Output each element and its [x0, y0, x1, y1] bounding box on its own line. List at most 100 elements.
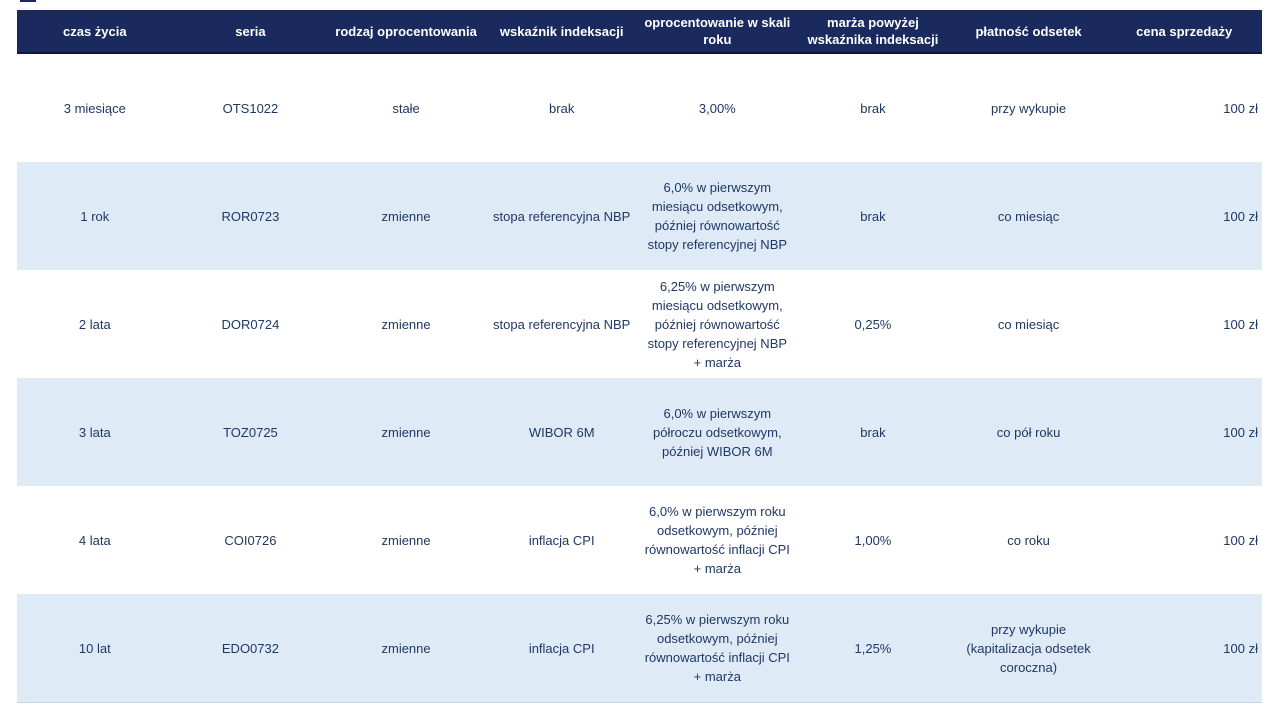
- cell-text: 3 lata: [78, 424, 111, 440]
- column-header-cena-sprzedazy: cena sprzedaży: [1106, 10, 1262, 54]
- table-row: 3 lata TOZ0725 zmienne WIBOR 6M 6,0% w pierw…: [17, 378, 1262, 486]
- cell-text: brak: [860, 208, 886, 224]
- cell-platnosc-odsetek: co miesiąc: [951, 270, 1107, 378]
- cell-seria: ROR0723: [173, 162, 329, 270]
- cell-oprocentowanie-w-skali-roku: 6,25% w pierwszym roku odsetkowym, późni…: [640, 594, 796, 703]
- cell-text: 4 lata: [78, 532, 111, 548]
- column-header-czas-zycia: czas życia: [17, 10, 173, 54]
- cell-text: COI0726: [224, 532, 277, 548]
- cell-text: OTS1022: [222, 100, 279, 116]
- cell-wskaznik-indeksacji: WIBOR 6M: [484, 378, 640, 486]
- cell-text: brak: [860, 100, 886, 116]
- cell-cena-sprzedazy: 100 zł: [1106, 270, 1262, 378]
- cell-cena-sprzedazy: 100 zł: [1106, 53, 1262, 162]
- cell-text: stopa referencyjna NBP: [493, 316, 631, 332]
- cell-oprocentowanie-w-skali-roku: 6,0% w pierwszym roku odsetkowym, późnie…: [640, 486, 796, 594]
- cell-marza-powyzej-wskaznika: brak: [795, 53, 951, 162]
- cell-text: stopa referencyjna NBP: [493, 208, 631, 224]
- cell-oprocentowanie-w-skali-roku: 3,00%: [640, 53, 796, 162]
- column-header-rodzaj-oprocentowania: rodzaj oprocentowania: [328, 10, 484, 54]
- cell-platnosc-odsetek: przy wykupie (kapitalizacja odsetek coro…: [951, 594, 1107, 703]
- table-row: 10 lat EDO0732 zmienne inflacja CPI 6,25% w …: [17, 594, 1262, 703]
- column-header-wskaznik-indeksacji: wskaźnik indeksacji: [483, 10, 640, 54]
- cell-text: EDO0732: [221, 640, 279, 656]
- cell-text: 100 zł: [1223, 640, 1258, 656]
- cell-cena-sprzedazy: 100 zł: [1106, 378, 1262, 486]
- cell-platnosc-odsetek: co pół roku: [951, 378, 1107, 486]
- cell-text: zmienne: [381, 316, 431, 332]
- cell-text: 6,0% w pierwszym miesiącu odsetkowym, pó…: [647, 180, 788, 252]
- cell-marza-powyzej-wskaznika: brak: [795, 378, 951, 486]
- cell-text: 100 zł: [1223, 532, 1258, 548]
- cropped-edge-artifact: [20, 0, 36, 2]
- cell-czas-zycia: 3 miesiące: [17, 53, 173, 162]
- cell-text: 100 zł: [1223, 100, 1258, 116]
- table-row: 3 miesiące OTS1022 stałe brak 3,00% brak przy …: [17, 53, 1262, 162]
- cell-rodzaj-oprocentowania: zmienne: [328, 594, 484, 703]
- cell-czas-zycia: 4 lata: [17, 486, 173, 594]
- cell-platnosc-odsetek: co roku: [951, 486, 1107, 594]
- cell-czas-zycia: 10 lat: [17, 594, 173, 703]
- cell-wskaznik-indeksacji: stopa referencyjna NBP: [484, 162, 640, 270]
- cell-platnosc-odsetek: co miesiąc: [951, 162, 1107, 270]
- cell-czas-zycia: 1 rok: [17, 162, 173, 270]
- cell-text: 3 miesiące: [63, 100, 126, 116]
- cell-text: 2 lata: [78, 316, 111, 332]
- bonds-table: czas życia seria rodzaj oprocentowania w…: [17, 10, 1262, 703]
- cell-text: zmienne: [381, 640, 431, 656]
- column-header-platnosc-odsetek: płatność odsetek: [950, 10, 1107, 54]
- cell-seria: COI0726: [173, 486, 329, 594]
- cell-text: brak: [860, 424, 886, 440]
- cell-rodzaj-oprocentowania: zmienne: [328, 378, 484, 486]
- cell-seria: TOZ0725: [173, 378, 329, 486]
- cell-czas-zycia: 3 lata: [17, 378, 173, 486]
- cell-text: 6,0% w pierwszym roku odsetkowym, późnie…: [644, 504, 790, 576]
- cell-cena-sprzedazy: 100 zł: [1106, 162, 1262, 270]
- cell-text: co miesiąc: [997, 316, 1060, 332]
- bonds-table-container: czas życia seria rodzaj oprocentowania w…: [17, 10, 1262, 703]
- cell-marza-powyzej-wskaznika: 1,25%: [795, 594, 951, 703]
- cell-marza-powyzej-wskaznika: brak: [795, 162, 951, 270]
- table-row: 4 lata COI0726 zmienne inflacja CPI 6,0% w p…: [17, 486, 1262, 594]
- table-row: 1 rok ROR0723 zmienne stopa referencyjna NB…: [17, 162, 1262, 270]
- cell-text: ROR0723: [221, 208, 280, 224]
- cell-text: 100 zł: [1223, 424, 1258, 440]
- cell-rodzaj-oprocentowania: stałe: [328, 53, 484, 162]
- cell-rodzaj-oprocentowania: zmienne: [328, 162, 484, 270]
- cell-text: 6,25% w pierwszym miesiącu odsetkowym, p…: [647, 278, 788, 370]
- cell-czas-zycia: 2 lata: [17, 270, 173, 378]
- cell-text: 1,00%: [854, 532, 892, 548]
- header-row: czas życia seria rodzaj oprocentowania w…: [17, 10, 1262, 54]
- cell-wskaznik-indeksacji: inflacja CPI: [484, 486, 640, 594]
- cell-text: zmienne: [381, 532, 431, 548]
- cell-text: 1,25%: [854, 640, 892, 656]
- cell-text: TOZ0725: [223, 424, 278, 440]
- cell-text: brak: [549, 100, 575, 116]
- cell-text: WIBOR 6M: [528, 424, 595, 440]
- cell-rodzaj-oprocentowania: zmienne: [328, 270, 484, 378]
- cell-oprocentowanie-w-skali-roku: 6,0% w pierwszym półroczu odsetkowym, pó…: [640, 378, 796, 486]
- cell-text: co pół roku: [996, 424, 1061, 440]
- cell-marza-powyzej-wskaznika: 1,00%: [795, 486, 951, 594]
- cell-text: przy wykupie (kapitalizacja odsetek coro…: [966, 621, 1091, 675]
- cell-oprocentowanie-w-skali-roku: 6,25% w pierwszym miesiącu odsetkowym, p…: [640, 270, 796, 378]
- cell-text: 100 zł: [1223, 316, 1258, 332]
- cell-wskaznik-indeksacji: brak: [484, 53, 640, 162]
- cell-rodzaj-oprocentowania: zmienne: [328, 486, 484, 594]
- cell-seria: OTS1022: [173, 53, 329, 162]
- cell-cena-sprzedazy: 100 zł: [1106, 486, 1262, 594]
- cell-platnosc-odsetek: przy wykupie: [951, 53, 1107, 162]
- cell-text: zmienne: [381, 424, 431, 440]
- cell-text: DOR0724: [221, 316, 280, 332]
- table-body: 3 miesiące OTS1022 stałe brak 3,00% brak przy …: [17, 53, 1262, 703]
- cell-text: 3,00%: [698, 100, 736, 116]
- cell-wskaznik-indeksacji: stopa referencyjna NBP: [484, 270, 640, 378]
- column-header-marza: marża powyżej wskaźnika indeksacji: [795, 10, 951, 54]
- cell-text: stałe: [392, 100, 420, 116]
- cell-text: 0,25%: [854, 316, 892, 332]
- cell-oprocentowanie-w-skali-roku: 6,0% w pierwszym miesiącu odsetkowym, pó…: [640, 162, 796, 270]
- cell-cena-sprzedazy: 100 zł: [1106, 594, 1262, 703]
- column-header-seria: seria: [172, 10, 329, 54]
- cell-seria: DOR0724: [173, 270, 329, 378]
